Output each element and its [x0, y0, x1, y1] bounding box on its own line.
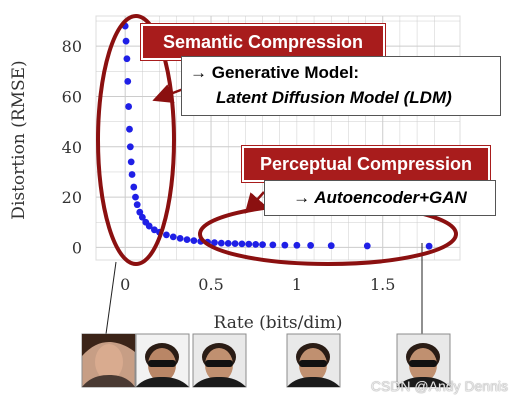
x-tick-label: 0: [120, 275, 130, 294]
data-point: [231, 240, 239, 248]
autoencoder-box: → Autoencoder+GAN: [264, 180, 496, 216]
generative-model-box: → Generative Model: Latent Diffusion Mod…: [181, 56, 501, 116]
semantic-ellipse: [96, 14, 176, 266]
data-point: [183, 236, 191, 244]
data-point: [327, 242, 335, 250]
y-tick-labels: 0 20 40 60 80: [62, 37, 82, 257]
data-point: [307, 242, 315, 249]
data-point: [252, 241, 260, 248]
data-point: [363, 242, 371, 250]
data-point: [128, 171, 136, 178]
x-tick-label: 1.5: [370, 275, 395, 294]
generative-model-line1: → Generative Model:: [190, 63, 360, 82]
thumbnail-4: [286, 333, 341, 388]
x-tick-label: 1: [292, 275, 302, 294]
data-point: [132, 193, 139, 201]
data-point: [281, 241, 289, 249]
data-point: [126, 143, 134, 151]
perceptual-compression-label: Perceptual Compression: [242, 146, 490, 182]
y-tick-label: 20: [62, 188, 82, 207]
arrow-autoencoder: [244, 191, 266, 214]
data-point: [176, 234, 184, 242]
x-axis-label: Rate (bits/dim): [214, 313, 343, 333]
data-point: [150, 226, 158, 234]
data-point: [259, 241, 266, 249]
thumbnail-1: [81, 333, 136, 388]
data-point: [125, 103, 133, 110]
data-point: [211, 239, 218, 247]
data-point: [126, 125, 133, 133]
y-tick-label: 80: [62, 37, 82, 56]
data-point: [224, 239, 232, 247]
thumbnail-5: [396, 333, 451, 388]
data-point: [122, 37, 130, 45]
data-point: [238, 240, 246, 248]
data-point: [123, 55, 131, 63]
data-point: [217, 239, 225, 247]
data-point: [145, 222, 153, 230]
thumbnail-2: [135, 333, 190, 388]
y-axis-label: Distortion (RMSE): [9, 60, 29, 219]
data-point: [293, 241, 301, 249]
data-point: [162, 231, 170, 239]
data-point: [124, 78, 132, 85]
data-point: [136, 208, 144, 216]
y-tick-label: 40: [62, 138, 82, 157]
data-point: [138, 213, 146, 221]
y-tick-label: 60: [62, 87, 82, 106]
x-tick-label: 0.5: [198, 275, 223, 294]
data-point: [245, 240, 253, 248]
semantic-compression-text: Semantic Compression: [162, 32, 364, 52]
generative-model-line2: Latent Diffusion Model (LDM): [216, 88, 452, 107]
autoencoder-text: → Autoencoder+GAN: [293, 188, 467, 207]
data-point: [130, 183, 138, 191]
data-point: [133, 201, 141, 209]
watermark: CSDN @Andy Dennis: [370, 378, 508, 394]
data-point: [269, 241, 277, 249]
data-point: [425, 242, 433, 250]
data-point: [169, 233, 177, 241]
perceptual-compression-text: Perceptual Compression: [259, 154, 473, 174]
leader-line-1: [105, 261, 117, 335]
data-point: [127, 158, 135, 166]
y-tick-label: 0: [72, 238, 82, 257]
semantic-compression-label: Semantic Compression: [141, 24, 385, 60]
data-point: [190, 237, 198, 245]
x-tick-labels: 0 0.5 1 1.5: [120, 275, 395, 294]
thumbnail-3: [192, 333, 247, 388]
